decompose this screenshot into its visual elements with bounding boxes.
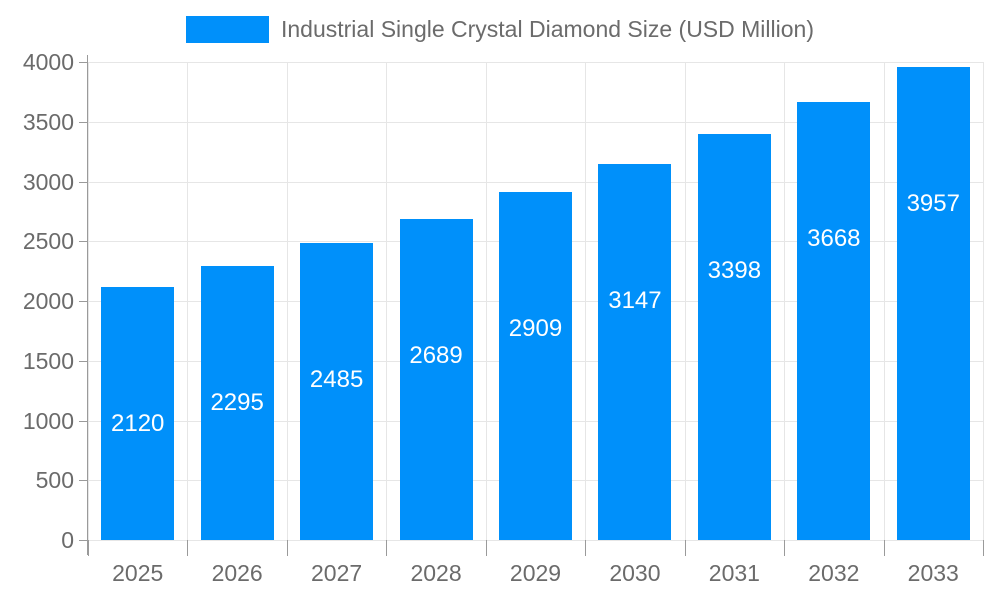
legend-label: Industrial Single Crystal Diamond Size (… (280, 15, 814, 42)
y-axis-label: 2500 (22, 228, 74, 255)
x-axis-tick (983, 540, 984, 556)
x-axis-tick (685, 540, 686, 556)
y-axis-tick (79, 62, 88, 63)
y-axis-label: 4000 (22, 49, 74, 75)
gridline-vertical (187, 62, 188, 540)
x-axis-label: 2028 (410, 560, 462, 586)
gridline-vertical (486, 62, 487, 540)
x-axis-label: 2032 (808, 560, 860, 586)
gridline-horizontal (88, 62, 983, 63)
x-axis-label: 2033 (907, 560, 959, 586)
y-axis-label: 1000 (22, 407, 74, 434)
y-axis-tick (79, 121, 88, 123)
gridline-horizontal (88, 540, 983, 541)
y-axis-label: 3000 (22, 168, 74, 195)
x-axis-label: 2030 (609, 560, 661, 586)
x-axis-label: 2031 (708, 560, 760, 586)
y-axis-tick (79, 540, 88, 541)
y-axis-tick (79, 480, 88, 482)
x-axis-tick (88, 540, 89, 556)
x-axis-tick (585, 540, 586, 556)
chart-legend: Industrial Single Crystal Diamond Size (… (0, 12, 1000, 46)
y-axis-tick (79, 241, 88, 243)
x-axis-tick (187, 540, 188, 556)
x-axis-tick (287, 540, 288, 556)
x-axis-label: 2025 (112, 560, 164, 586)
x-axis-label: 2027 (311, 560, 363, 586)
y-axis-label: 2000 (22, 288, 74, 314)
gridline-vertical (685, 62, 686, 540)
gridline-vertical (88, 62, 89, 540)
gridline-vertical (585, 62, 586, 540)
legend-color-swatch[interactable] (185, 15, 269, 43)
gridline-vertical (884, 62, 885, 540)
bar[interactable] (499, 192, 572, 540)
gridline-horizontal (88, 121, 983, 123)
bar[interactable] (101, 286, 175, 540)
x-axis-tick (884, 540, 885, 556)
y-axis-tick (79, 420, 88, 422)
x-axis-tick (486, 540, 487, 556)
y-axis-tick (79, 181, 88, 183)
bar[interactable] (300, 243, 374, 540)
x-axis-tick (784, 540, 785, 556)
bar[interactable] (598, 163, 672, 540)
x-axis-tick (386, 540, 387, 556)
x-axis-label: 2026 (211, 560, 263, 586)
x-axis-label: 2029 (509, 560, 562, 586)
gridline-vertical (386, 62, 387, 540)
gridline-vertical (983, 62, 984, 540)
bar[interactable] (200, 265, 274, 540)
y-axis-label: 1500 (22, 347, 74, 374)
bar[interactable] (797, 101, 871, 540)
y-axis-line (87, 55, 88, 555)
bar[interactable] (896, 67, 970, 540)
y-axis-label: 0 (61, 527, 74, 553)
y-axis-tick (79, 301, 88, 302)
bar[interactable] (399, 218, 473, 540)
y-axis-label: 3500 (22, 108, 74, 135)
y-axis-label: 500 (35, 467, 74, 494)
y-axis-tick (79, 360, 88, 362)
gridline-vertical (784, 62, 785, 540)
bar[interactable] (697, 133, 771, 540)
gridline-horizontal (88, 181, 983, 183)
gridline-vertical (287, 62, 288, 540)
